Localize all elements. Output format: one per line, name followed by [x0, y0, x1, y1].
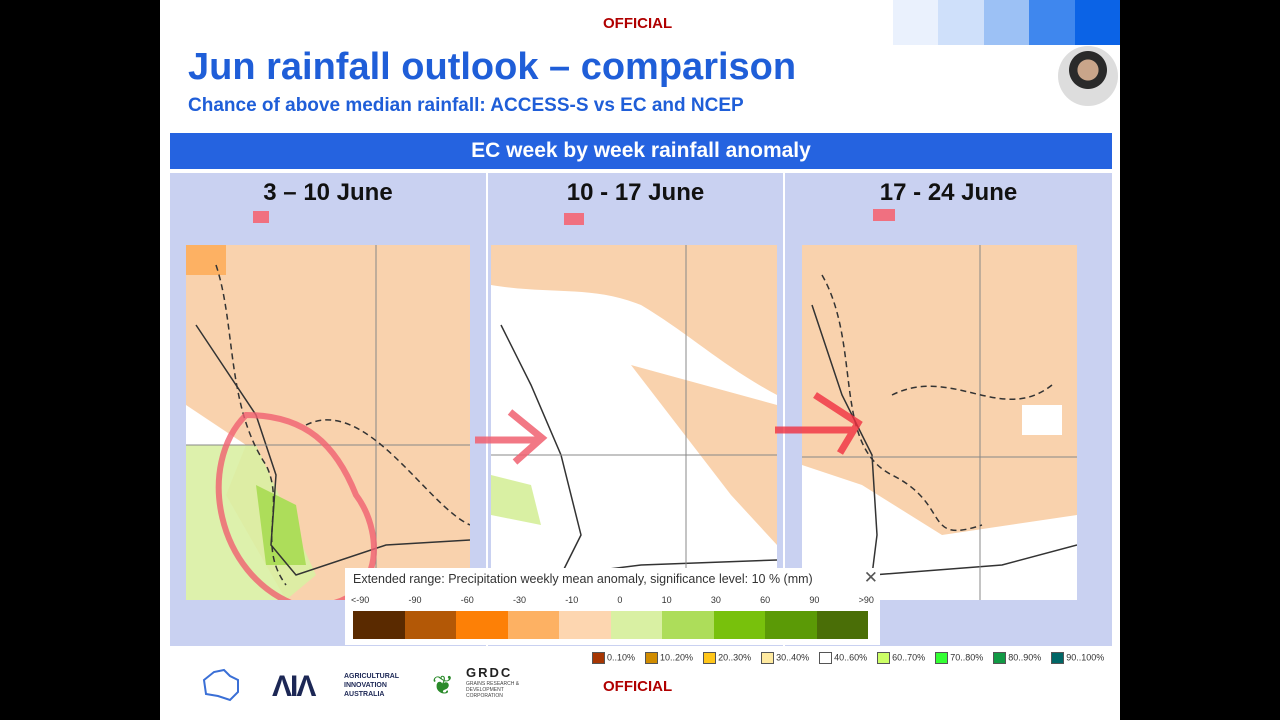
panel-title: 3 – 10 June: [263, 179, 393, 206]
slide: OFFICIAL Jun rainfall outlook – comparis…: [160, 0, 1120, 720]
legend-colorbar: [353, 611, 868, 639]
legend-swatch: [645, 652, 659, 664]
legend-tick: -90: [408, 595, 422, 605]
legend-label: 0..10%: [607, 652, 636, 663]
legend-label: 70..80%: [950, 652, 984, 663]
arrow-annotation: [475, 409, 548, 465]
legend-tick: 30: [710, 595, 721, 605]
legend-tick: >90: [858, 595, 874, 605]
probability-legend-item: 40..60%: [819, 652, 867, 664]
australia-map-logo: [202, 668, 239, 702]
legend-tick: 0: [617, 595, 623, 605]
decor-square: [938, 0, 984, 45]
presenter-webcam-avatar: [1058, 46, 1118, 106]
legend-title: Extended range: Precipitation weekly mea…: [353, 572, 813, 586]
probability-legend-item: 80..90%: [993, 652, 1041, 664]
legend-swatch: [761, 652, 775, 664]
legend-swatch: [877, 652, 891, 664]
legend-swatch: [559, 611, 611, 639]
legend-swatch: [353, 611, 405, 639]
legend-swatch: [816, 611, 868, 639]
decor-square: [1075, 0, 1120, 45]
annotation-mark: [564, 213, 584, 225]
legend-tick: 60: [760, 595, 771, 605]
legend-label: 30..40%: [776, 652, 810, 663]
legend-label: 10..20%: [660, 652, 694, 663]
probability-legend-item: 10..20%: [645, 652, 693, 664]
probability-legend-item: 20..30%: [703, 652, 751, 664]
legend-swatch: [592, 652, 605, 664]
section-banner: EC week by week rainfall anomaly: [170, 133, 1112, 169]
legend-swatch: [662, 611, 714, 639]
legend-swatch: [456, 611, 508, 639]
annotation-mark: [253, 211, 269, 223]
panel-title: 17 - 24 June: [879, 179, 1018, 206]
aia-logo: ΛΙΛ: [272, 670, 316, 703]
official-label-bottom: OFFICIAL: [603, 678, 673, 695]
anomaly-map: [802, 245, 1077, 600]
legend-label: 20..30%: [718, 652, 752, 663]
page-subtitle: Chance of above median rainfall: ACCESS-…: [188, 95, 744, 116]
legend-label: 90..100%: [1066, 652, 1105, 663]
annotation-mark: [873, 209, 895, 221]
decor-square: [984, 0, 1029, 45]
legend-tick: 90: [809, 595, 820, 605]
map-panel-week3: 17 - 24 June: [785, 173, 1112, 646]
probability-legend-item: 0..10%: [592, 652, 635, 664]
legend-tick: -10: [565, 595, 579, 605]
map-panel-week1: 3 – 10 June: [170, 173, 486, 646]
legend-swatch: [703, 652, 717, 664]
legend-swatch: [713, 611, 765, 639]
probability-legend: 0..10% 10..20% 20..30% 30..40% 40..60% 60..70…: [592, 652, 1104, 664]
legend-label: 60..70%: [892, 652, 926, 663]
probability-legend-item: 30..40%: [761, 652, 809, 664]
legend-tick: -60: [460, 595, 474, 605]
page-title: Jun rainfall outlook – comparison: [188, 46, 797, 88]
legend-swatch: [819, 652, 833, 664]
legend-swatch: [765, 611, 817, 639]
legend-swatch: [610, 611, 662, 639]
grdc-logo: GRDC: [466, 665, 513, 680]
panel-title: 10 - 17 June: [566, 179, 705, 206]
legend-tick: 10: [661, 595, 672, 605]
legend-tick: <-90: [351, 595, 370, 605]
legend-tick: -30: [512, 595, 526, 605]
aia-logo-text: AGRICULTURAL INNOVATION AUSTRALIA: [344, 673, 399, 698]
arrow-annotation: [775, 392, 863, 455]
decor-square: [893, 0, 938, 45]
legend-swatch: [1051, 652, 1065, 664]
probability-legend-item: 70..80%: [935, 652, 983, 664]
grdc-logo-text: GRAINS RESEARCH & DEVELOPMENT CORPORATIO…: [466, 681, 520, 699]
anomaly-colorbar-legend: Extended range: Precipitation weekly mea…: [345, 568, 880, 645]
official-label-top: OFFICIAL: [603, 15, 673, 32]
map-panel-week2: 10 - 17 June: [488, 173, 783, 646]
legend-swatch: [404, 611, 456, 639]
anomaly-map: [491, 245, 777, 600]
legend-label: 80..90%: [1008, 652, 1042, 663]
legend-swatch: [507, 611, 559, 639]
probability-legend-item: 60..70%: [877, 652, 925, 664]
legend-ticks: <-90 -90 -60 -30 -10 0 10 30 60 90 >90: [345, 595, 880, 605]
close-icon[interactable]: ✕: [863, 568, 878, 587]
probability-legend-item: 90..100%: [1051, 652, 1104, 664]
legend-swatch: [993, 652, 1007, 664]
legend-label: 40..60%: [834, 652, 868, 663]
grdc-wheat-icon: ❦: [432, 670, 454, 700]
anomaly-map: [186, 245, 470, 600]
decor-square: [1029, 0, 1075, 45]
legend-swatch: [935, 652, 949, 664]
